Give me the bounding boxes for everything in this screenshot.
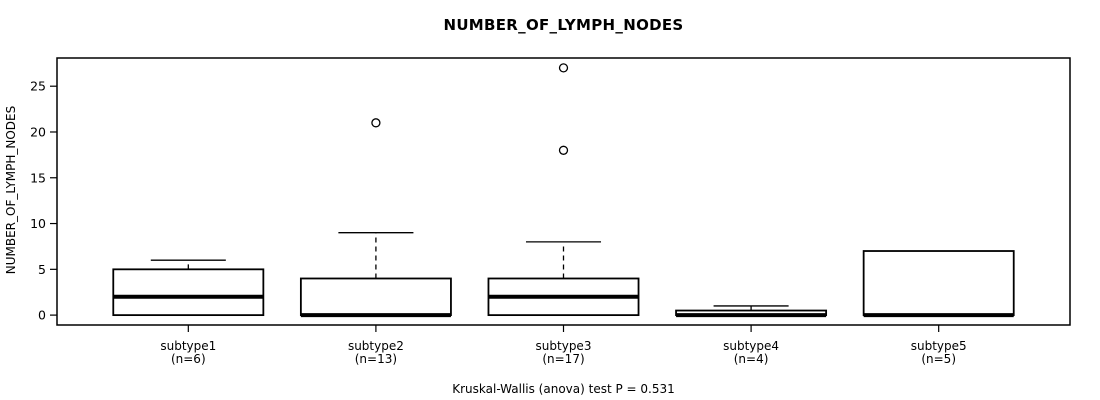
x-group-count: (n=4) [734, 352, 769, 366]
iqr-box [299, 277, 452, 317]
outlier-point [558, 145, 569, 155]
x-group-count: (n=17) [542, 352, 584, 366]
x-group-label: subtype1 [160, 339, 216, 353]
x-group-count: (n=6) [171, 352, 206, 366]
x-group-label: subtype4 [723, 339, 779, 353]
x-group-label: subtype5 [911, 339, 967, 353]
iqr-box [112, 268, 265, 317]
boxplot-group-subtype2: subtype2(n=13) [299, 118, 452, 366]
y-tick-label: 0 [38, 308, 46, 323]
boxplot-group-subtype4: subtype4(n=4) [675, 305, 828, 366]
outlier-point [558, 63, 569, 73]
outlier-point [371, 118, 381, 128]
y-tick-label: 15 [30, 170, 46, 185]
y-tick-label: 10 [30, 216, 46, 231]
x-group-count: (n=13) [355, 352, 397, 366]
stat-test-annotation: Kruskal-Wallis (anova) test P = 0.531 [452, 382, 675, 396]
y-tick-label: 5 [38, 262, 46, 277]
iqr-box [862, 250, 1015, 317]
boxplot-group-subtype1: subtype1(n=6) [112, 259, 265, 366]
x-group-label: subtype3 [536, 339, 592, 353]
boxplot-group-subtype5: subtype5(n=5) [862, 250, 1015, 366]
y-tick-label: 25 [30, 79, 46, 94]
x-group-label: subtype2 [348, 339, 404, 353]
chart-title: NUMBER_OF_LYMPH_NODES [443, 16, 684, 34]
y-tick-label: 20 [30, 124, 46, 139]
boxplot-group-subtype3: subtype3(n=17) [487, 63, 640, 366]
x-group-count: (n=5) [921, 352, 956, 366]
